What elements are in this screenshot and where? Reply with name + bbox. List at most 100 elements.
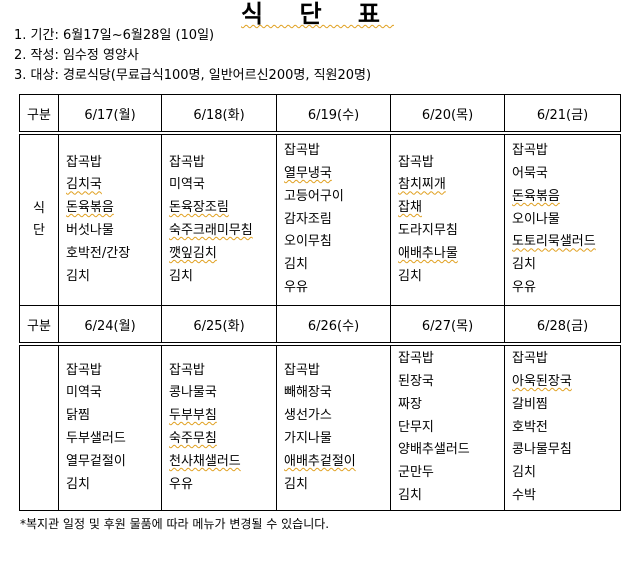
day-header: 6/17(월): [58, 94, 162, 135]
day-header: 6/19(수): [276, 94, 391, 135]
info-period: 1. 기간: 6월17일~6월28일 (10일): [14, 28, 215, 43]
menu-item: 돈육장조림: [169, 200, 229, 216]
header-row: 구분 6/24(월) 6/25(화) 6/26(수) 6/27(목) 6/28(금): [19, 305, 621, 346]
menu-item: 어묵국: [512, 166, 548, 181]
meal-label-cell: [19, 343, 59, 511]
menu-item: 잡곡밥: [398, 351, 434, 367]
menu-item: 김치: [169, 268, 193, 284]
menu-item: 고등어구이: [284, 188, 344, 204]
meal-label: 식: [33, 201, 45, 216]
menu-item: 돈육볶음: [512, 188, 560, 204]
menu-item: 잡곡밥: [169, 154, 205, 170]
menu-item: 김치: [284, 476, 308, 492]
menu-item: 김치: [512, 257, 536, 273]
menu-item: 김치: [284, 257, 308, 273]
info-author: 2. 작성: 임수정 영양사: [14, 48, 139, 63]
menu-item: 숙주크래미무침: [169, 223, 253, 238]
menu-item: 잡곡밥: [512, 143, 548, 159]
menu-item: 빼해장국: [284, 385, 332, 401]
menu-item: 김치국: [66, 177, 102, 193]
menu-item: 천사채샐러드: [169, 453, 241, 469]
menu-item: 애배추나물: [398, 245, 458, 261]
menu-item: 버섯나물: [66, 223, 114, 238]
menu-item: 돈육볶음: [66, 200, 114, 216]
menu-item: 김치: [398, 487, 422, 503]
menu-item: 우유: [512, 279, 536, 295]
menu-item: 숙주무침: [169, 431, 217, 446]
menu-item: 김치: [66, 476, 90, 492]
day-header: 6/25(화): [161, 305, 277, 346]
menu-item: 열무겉절이: [66, 453, 126, 469]
menu-item: 미역국: [169, 177, 205, 193]
menu-item: 참치찌개: [398, 177, 446, 193]
menu-item: 우유: [284, 279, 308, 295]
menu-row: 잡곡밥 미역국 닭찜 두부샐러드 열무겉절이 김치 잡곡밥 콩나물국 두부부침 숙주무침 천사채샐러…: [19, 343, 621, 511]
menu-item: 잡채: [398, 200, 422, 216]
menu-item: 닭찜: [66, 408, 90, 424]
header-label: 구분: [19, 94, 59, 135]
meal-label: 단: [33, 223, 45, 238]
menu-item: 잡곡밥: [169, 362, 205, 378]
menu-item: 오이무침: [284, 234, 332, 250]
footnote: *복지관 일정 및 후원 물품에 따라 메뉴가 변경될 수 있습니다.: [20, 517, 330, 531]
day-header: 6/28(금): [504, 305, 621, 346]
menu-item: 잡곡밥: [284, 143, 320, 159]
menu-item: 아욱된장국: [512, 374, 572, 389]
menu-row: 식 단 잡곡밥 김치국 돈육볶음 버섯나물 호박전/간장 김치 잡곡밥 미역국 돈육장조림 숙주크래미…: [19, 132, 621, 306]
menu-item: 잡곡밥: [284, 362, 320, 378]
menu-item: 군만두: [398, 465, 434, 481]
menu-item: 수박: [512, 487, 536, 503]
menu-item: 도라지무침: [398, 223, 458, 238]
day-header: 6/26(수): [276, 305, 391, 346]
menu-item: 콩나물국: [169, 385, 217, 401]
menu-item: 잡곡밥: [398, 154, 434, 170]
day-header: 6/20(목): [390, 94, 505, 135]
menu-item: 열무냉국: [284, 166, 332, 181]
menu-item: 두부샐러드: [66, 431, 126, 446]
menu-item: 도토리묵샐러드: [512, 234, 596, 250]
menu-item: 오이나물: [512, 211, 560, 227]
menu-table: 구분 6/17(월) 6/18(화) 6/19(수) 6/20(목) 6/21(금) 식 단 잡…: [19, 94, 621, 511]
menu-item: 애배추겉절이: [284, 453, 356, 469]
menu-item: 김치: [512, 465, 536, 481]
menu-item: 호박전: [512, 419, 548, 435]
menu-item: 콩나물무침: [512, 442, 572, 458]
menu-item: 생선가스: [284, 408, 332, 424]
menu-item: 잡곡밥: [66, 154, 102, 170]
day-header: 6/21(금): [504, 94, 621, 135]
menu-item: 김치: [66, 268, 90, 284]
header-row: 구분 6/17(월) 6/18(화) 6/19(수) 6/20(목) 6/21(금): [19, 94, 621, 135]
menu-item: 김치: [398, 268, 422, 284]
info-target: 3. 대상: 경로식당(무료급식100명, 일반어르신200명, 직원20명): [14, 68, 372, 83]
menu-item: 된장국: [398, 374, 434, 389]
day-header: 6/18(화): [161, 94, 277, 135]
menu-item: 가지나물: [284, 431, 332, 446]
menu-item: 우유: [169, 476, 193, 492]
day-header: 6/27(목): [390, 305, 505, 346]
day-header: 6/24(월): [58, 305, 162, 346]
menu-item: 미역국: [66, 385, 102, 401]
menu-item: 감자조림: [284, 211, 332, 227]
menu-item: 깻잎김치: [169, 245, 217, 261]
menu-item: 갈비찜: [512, 396, 548, 412]
menu-item: 잡곡밥: [66, 362, 102, 378]
document-title: 식 단 표: [241, 0, 394, 28]
menu-item: 두부부침: [169, 408, 217, 424]
menu-item: 잡곡밥: [512, 351, 548, 367]
menu-item: 호박전/간장: [66, 245, 131, 261]
menu-item: 양배추샐러드: [398, 442, 470, 458]
header-label: 구분: [19, 305, 59, 346]
menu-item: 짜장: [398, 396, 422, 412]
menu-item: 단무지: [398, 419, 434, 435]
